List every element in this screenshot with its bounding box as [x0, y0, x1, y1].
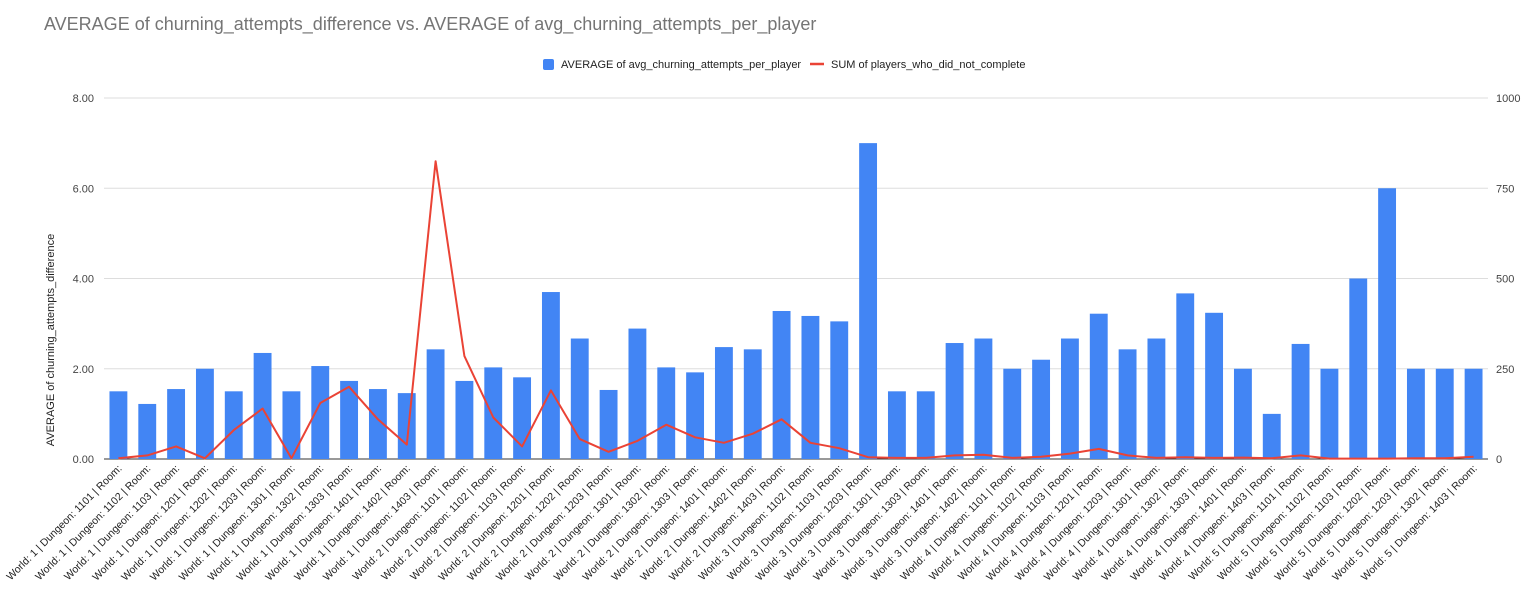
bar[interactable] [657, 367, 676, 459]
bar[interactable] [1262, 413, 1281, 459]
left-axis-ticks: 0.00 2.00 4.00 6.00 8.00 [73, 93, 94, 466]
bar[interactable] [1464, 368, 1483, 459]
bar[interactable] [887, 391, 906, 459]
bar[interactable] [1003, 368, 1022, 459]
y2-tick-label: 1000 [1496, 93, 1520, 105]
bar[interactable] [743, 349, 762, 459]
bar[interactable] [138, 403, 157, 459]
bar[interactable] [570, 338, 589, 459]
line-path[interactable] [118, 160, 1474, 460]
bar[interactable] [916, 391, 935, 459]
bar[interactable] [368, 389, 387, 459]
bar[interactable] [1032, 359, 1051, 459]
bar[interactable] [426, 349, 445, 459]
bar[interactable] [397, 393, 416, 459]
line-series [118, 160, 1474, 460]
bar[interactable] [628, 328, 647, 459]
bar[interactable] [484, 367, 503, 459]
y2-tick-label: 750 [1496, 183, 1514, 195]
legend-label: AVERAGE of avg_churning_attempts_per_pla… [561, 59, 801, 71]
y-axis-title: AVERAGE of churning_attempts_difference [45, 234, 57, 446]
y2-tick-label: 500 [1496, 274, 1514, 286]
bar[interactable] [714, 347, 733, 459]
bar[interactable] [1320, 368, 1339, 459]
bar[interactable] [311, 366, 330, 459]
bar[interactable] [1147, 338, 1166, 459]
bar[interactable] [224, 391, 243, 459]
chart-title: AVERAGE of churning_attempts_difference … [44, 14, 817, 34]
legend-swatch-bar [543, 59, 554, 70]
bar[interactable] [109, 391, 128, 459]
bar[interactable] [1349, 278, 1368, 460]
y-tick-label: 4.00 [73, 274, 94, 286]
y-tick-label: 0.00 [73, 454, 94, 466]
bar[interactable] [1205, 312, 1224, 459]
y2-tick-label: 250 [1496, 364, 1514, 376]
bar[interactable] [1176, 293, 1195, 459]
bar-series [109, 143, 1483, 460]
bar[interactable] [974, 338, 993, 459]
bar[interactable] [167, 389, 186, 459]
bar[interactable] [253, 352, 272, 459]
bar[interactable] [1378, 188, 1397, 459]
bar[interactable] [340, 380, 359, 459]
bar[interactable] [195, 368, 214, 459]
bar[interactable] [945, 343, 964, 459]
y2-tick-label: 0 [1496, 454, 1502, 466]
bar[interactable] [1406, 368, 1425, 459]
bar[interactable] [282, 391, 301, 459]
y-tick-label: 8.00 [73, 93, 94, 105]
right-axis-ticks: 0 250 500 750 1000 [1496, 93, 1520, 466]
bar[interactable] [1089, 313, 1108, 459]
gridlines [104, 97, 1488, 460]
bar[interactable] [859, 143, 878, 459]
x-axis-ticks: World: 1 | Dungeon: 1101 | Room:World: 1… [4, 463, 1479, 584]
y-tick-label: 6.00 [73, 183, 94, 195]
bar[interactable] [801, 315, 820, 459]
bar[interactable] [686, 372, 705, 459]
bar[interactable] [830, 321, 849, 459]
bar[interactable] [1118, 349, 1137, 459]
bar[interactable] [772, 310, 791, 459]
legend-label: SUM of players_who_did_not_complete [831, 59, 1025, 71]
bar[interactable] [1291, 343, 1310, 459]
bar[interactable] [1060, 338, 1079, 459]
bar[interactable] [599, 389, 618, 459]
y-tick-label: 2.00 [73, 364, 94, 376]
bar[interactable] [541, 292, 560, 459]
bar[interactable] [455, 380, 474, 459]
bar[interactable] [1233, 368, 1252, 459]
bar[interactable] [1435, 368, 1454, 459]
legend: AVERAGE of avg_churning_attempts_per_pla… [543, 59, 1025, 71]
